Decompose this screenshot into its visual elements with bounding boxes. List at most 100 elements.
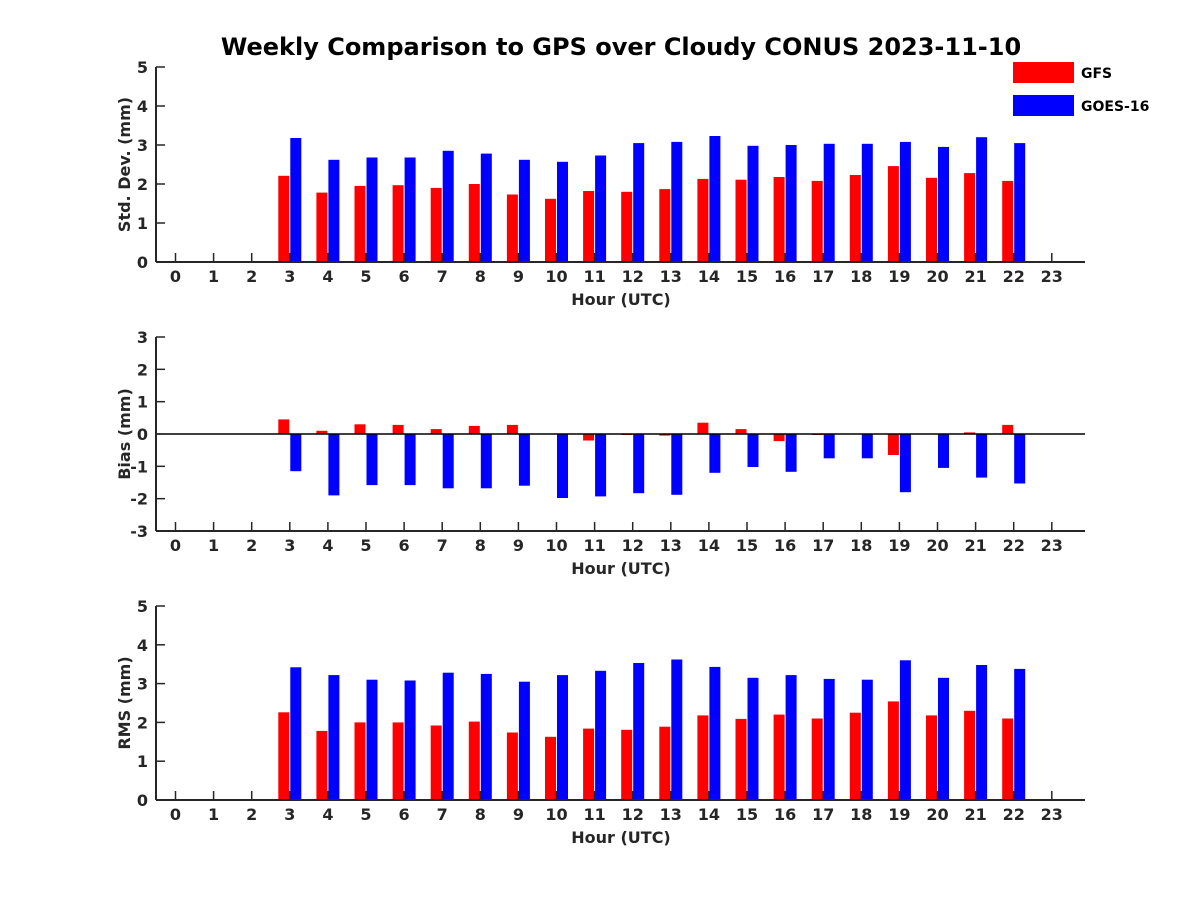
bar-gfs-hour-18 [849,175,861,262]
bar-goes16-hour-19 [899,141,911,262]
y-tick-label: -2 [130,490,148,509]
x-tick-label-11: 11 [583,536,605,555]
bar-goes16-hour-13 [671,141,683,262]
bar-gfs-hour-6 [392,424,404,434]
x-tick-label-5: 5 [360,267,371,286]
x-tick-label-15: 15 [736,267,758,286]
chart-legend: GFS GOES-16 [1013,62,1149,116]
y-tick-label: 1 [137,752,148,771]
x-tick-label-21: 21 [964,267,986,286]
x-tick-label-22: 22 [1003,536,1025,555]
bar-gfs-hour-15 [735,718,747,800]
x-tick-label-23: 23 [1041,267,1063,286]
bar-gfs-hour-9 [506,194,518,262]
bar-gfs-hour-14 [697,422,709,434]
y-tick-label: 2 [137,360,148,379]
bar-goes16-hour-11 [595,155,607,262]
bar-gfs-hour-6 [392,722,404,800]
bar-goes16-hour-6 [404,680,416,800]
x-tick-label-8: 8 [475,805,486,824]
x-tick-label-16: 16 [774,805,796,824]
bar-gfs-hour-14 [697,178,709,262]
bar-goes16-hour-19 [899,434,911,493]
x-tick-label-5: 5 [360,805,371,824]
x-tick-label-13: 13 [660,536,682,555]
bar-gfs-hour-8 [468,184,480,262]
bar-gfs-hour-8 [468,425,480,434]
bar-gfs-hour-12 [621,729,633,800]
bar-goes16-hour-14 [709,434,721,473]
y-tick-label: 2 [137,175,148,194]
x-tick-label-1: 1 [208,536,219,555]
x-tick-label-12: 12 [622,267,644,286]
bar-goes16-hour-6 [404,434,416,486]
bar-goes16-hour-18 [861,143,873,262]
bar-goes16-hour-10 [557,161,568,262]
x-tick-label-6: 6 [399,267,410,286]
x-tick-label-15: 15 [736,805,758,824]
bar-gfs-hour-22 [1002,424,1014,434]
bar-gfs-hour-7 [430,725,442,800]
bar-goes16-hour-12 [633,663,645,800]
x-tick-label-14: 14 [698,267,720,286]
bar-goes16-hour-9 [518,159,530,262]
bar-gfs-hour-17 [811,718,823,800]
bar-goes16-hour-14 [709,136,721,262]
x-axis-label: Hour (UTC) [571,559,671,578]
bar-goes16-hour-8 [480,673,492,800]
bar-gfs-hour-16 [773,434,785,442]
y-axis-label: Std. Dev. (mm) [115,97,134,232]
x-tick-label-4: 4 [322,536,333,555]
x-tick-label-19: 19 [888,536,910,555]
bar-gfs-hour-7 [430,187,442,262]
y-tick-label: 4 [137,97,148,116]
x-tick-label-13: 13 [660,267,682,286]
bar-gfs-hour-7 [430,429,442,434]
bar-gfs-hour-9 [506,424,518,434]
bar-gfs-hour-19 [887,434,899,455]
y-tick-label: 3 [137,675,148,694]
x-axis-label: Hour (UTC) [571,828,671,847]
bar-goes16-hour-10 [557,434,568,498]
bar-gfs-hour-10 [545,198,556,262]
x-tick-label-15: 15 [736,536,758,555]
x-tick-label-18: 18 [850,536,872,555]
bar-goes16-hour-16 [785,434,797,472]
x-tick-label-21: 21 [964,805,986,824]
y-tick-label: 1 [137,393,148,412]
x-tick-label-12: 12 [622,805,644,824]
x-tick-label-11: 11 [583,805,605,824]
x-tick-label-8: 8 [475,536,486,555]
x-tick-label-1: 1 [208,805,219,824]
bar-goes16-hour-14 [709,666,721,800]
bar-goes16-hour-16 [785,145,797,262]
bar-gfs-hour-22 [1002,180,1014,262]
x-tick-label-10: 10 [545,805,567,824]
bar-gfs-hour-9 [506,732,518,800]
x-tick-label-19: 19 [888,267,910,286]
bar-goes16-hour-5 [366,434,378,486]
x-tick-label-20: 20 [926,805,948,824]
x-tick-label-17: 17 [812,536,834,555]
x-tick-label-0: 0 [170,536,181,555]
bar-goes16-hour-22 [1014,668,1026,800]
bar-goes16-hour-6 [404,157,416,262]
x-tick-label-0: 0 [170,805,181,824]
x-tick-label-17: 17 [812,805,834,824]
bar-gfs-hour-20 [926,177,937,262]
bar-goes16-hour-5 [366,679,378,800]
bar-gfs-hour-22 [1002,718,1014,800]
bar-gfs-hour-10 [545,736,556,800]
bar-goes16-hour-22 [1014,143,1026,262]
x-tick-label-9: 9 [513,536,524,555]
x-tick-label-2: 2 [246,805,257,824]
bar-gfs-hour-21 [964,432,976,434]
x-tick-label-2: 2 [246,536,257,555]
x-tick-label-12: 12 [622,536,644,555]
bar-goes16-hour-5 [366,157,378,262]
bar-gfs-hour-3 [278,712,290,800]
bar-goes16-hour-10 [557,675,568,800]
